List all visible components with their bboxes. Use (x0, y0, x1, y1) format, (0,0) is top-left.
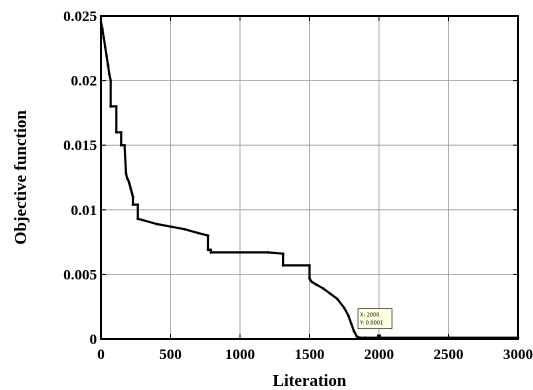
objective-point (206, 234, 210, 237)
objective-point (109, 105, 113, 108)
objective-point (119, 130, 123, 134)
objective-point (109, 79, 113, 82)
objective-point (155, 222, 158, 226)
objective-point (130, 192, 134, 196)
y-tick-label: 0 (90, 332, 98, 348)
objective-point (108, 72, 111, 76)
datatip-x-text: X: 2000 (360, 313, 379, 319)
objective-point (329, 292, 332, 296)
objective-point (126, 177, 129, 181)
objective-point (209, 251, 213, 254)
objective-point (281, 264, 285, 267)
objective-point (141, 218, 144, 222)
objective-point (102, 36, 106, 40)
y-tick-label: 0.01 (71, 203, 97, 219)
y-tick-label: 0.005 (63, 267, 97, 283)
objective-point (106, 63, 110, 67)
objective-point (119, 143, 123, 147)
objective-point (131, 203, 135, 206)
y-tick-label: 0.02 (71, 74, 97, 90)
objective-point (131, 195, 135, 199)
datatip[interactable]: X: 2000 Y: 0.0001 (357, 308, 393, 339)
x-tick-label: 1500 (295, 347, 325, 363)
objective-point (129, 187, 133, 191)
objective-point (336, 297, 339, 301)
objective-point (347, 314, 350, 318)
x-tick-label: 2500 (434, 347, 464, 363)
datatip-marker (377, 334, 381, 339)
objective-point (197, 231, 200, 235)
objective-point (342, 306, 346, 310)
datatip-y-text: Y: 0.0001 (359, 321, 383, 327)
y-tick-label: 0.015 (63, 138, 97, 154)
objective-point (136, 203, 140, 206)
x-tick-label: 500 (159, 347, 182, 363)
objective-point (310, 280, 314, 284)
ticks: 0 500 1000 1500 2000 2500 3000 0 0.005 0.01 0.015 0… (63, 9, 533, 363)
objective-point (128, 185, 132, 188)
x-tick-label: 1000 (225, 347, 255, 363)
objective-point (209, 248, 213, 252)
objective-point (352, 329, 356, 333)
objective-point (206, 248, 210, 252)
objective-point (355, 335, 359, 338)
objective-point (322, 287, 325, 290)
objective-point (127, 180, 131, 183)
objective-point (128, 182, 131, 186)
y-axis-title: Objective function (11, 110, 30, 245)
objective-point (136, 217, 140, 221)
objective-point (124, 172, 128, 175)
x-axis-title: Literation (273, 371, 347, 390)
x-tick-label: 2000 (364, 347, 394, 363)
objective-point (114, 105, 118, 108)
y-tick-label: 0.025 (63, 9, 97, 25)
objective-point (266, 251, 270, 254)
objective-point (308, 264, 311, 267)
objective-point (169, 225, 172, 228)
objective-point (105, 54, 108, 58)
x-tick-label: 3000 (503, 347, 533, 363)
datatip-box (357, 308, 393, 330)
objective-point (349, 322, 353, 325)
objective-point (238, 251, 242, 254)
objective-point (123, 143, 126, 147)
objective-point (183, 227, 186, 231)
x-tick-label: 0 (97, 347, 105, 363)
objective-point (308, 276, 311, 280)
objective-point (130, 190, 133, 194)
objective-point (281, 252, 285, 256)
objective-point (103, 45, 107, 49)
objective-point (315, 283, 318, 287)
objective-point (114, 130, 118, 134)
